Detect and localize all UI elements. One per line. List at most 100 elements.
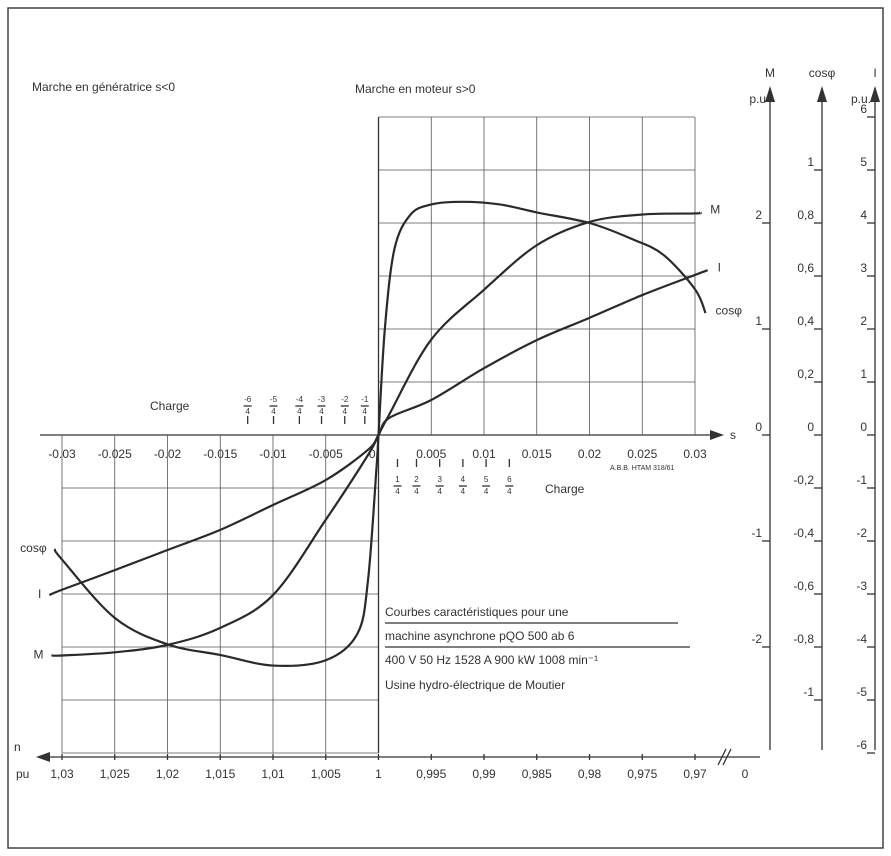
n-tick-label: 0,97 bbox=[683, 767, 707, 781]
charge-denominator: 4 bbox=[507, 487, 512, 496]
y-tick-label: -1 bbox=[751, 526, 762, 540]
y-tick-label: 6 bbox=[860, 102, 867, 116]
curve bbox=[53, 200, 707, 667]
y-tick-label: 1 bbox=[755, 314, 762, 328]
y-tick-label: 1 bbox=[807, 155, 814, 169]
n-axis-label: n bbox=[14, 740, 21, 754]
arrow bbox=[36, 752, 50, 762]
caption-line: 400 V 50 Hz 1528 A 900 kW 1008 min⁻¹ bbox=[385, 653, 598, 667]
y-tick-label: 0,8 bbox=[797, 208, 814, 222]
motor-note: Marche en moteur s>0 bbox=[355, 82, 476, 96]
charge-label: Charge bbox=[150, 399, 190, 413]
charge-numerator: 4 bbox=[461, 475, 466, 484]
x-tick-label: 0.005 bbox=[416, 447, 446, 461]
arrow bbox=[765, 86, 775, 102]
curve-label: M bbox=[33, 648, 43, 662]
curve-label: I bbox=[38, 587, 41, 601]
n-tick-label: 0,985 bbox=[522, 767, 552, 781]
charge-label: Charge bbox=[545, 482, 585, 496]
curve-label: M bbox=[710, 203, 720, 217]
caption-line: Courbes caractéristiques pour une bbox=[385, 605, 569, 619]
caption-line: machine asynchrone pQO 500 ab 6 bbox=[385, 629, 575, 643]
y-tick-label: -6 bbox=[856, 738, 867, 752]
charge-numerator: 2 bbox=[414, 475, 419, 484]
n-tick-label: 0,98 bbox=[578, 767, 602, 781]
y-tick-label: -0,4 bbox=[793, 526, 814, 540]
reference: A.B.B. HTAM 318/61 bbox=[610, 465, 675, 472]
charge-denominator: 4 bbox=[297, 407, 302, 416]
y-tick-label: 0 bbox=[807, 420, 814, 434]
n-tick-label: 1,015 bbox=[205, 767, 235, 781]
n-tick-label: 1,01 bbox=[261, 767, 285, 781]
y-tick-label: 0 bbox=[860, 420, 867, 434]
y-tick-label: 0,2 bbox=[797, 367, 814, 381]
generator-note: Marche en génératrice s<0 bbox=[32, 80, 175, 94]
curve-label: I bbox=[718, 260, 721, 274]
charge-numerator: 5 bbox=[484, 475, 489, 484]
charge-numerator: -1 bbox=[361, 395, 369, 404]
charge-denominator: 4 bbox=[461, 487, 466, 496]
y-axis-label: M bbox=[765, 66, 775, 80]
y-tick-label: -2 bbox=[856, 526, 867, 540]
y-tick-label: -0,6 bbox=[793, 579, 814, 593]
y-tick-label: 2 bbox=[860, 314, 867, 328]
x-tick-label: -0.03 bbox=[48, 447, 76, 461]
n-tick-label: 1 bbox=[375, 767, 382, 781]
charge-denominator: 4 bbox=[414, 487, 419, 496]
n-axis-unit: pu bbox=[16, 767, 29, 781]
n-tick-label: 0 bbox=[742, 767, 749, 781]
x-tick-label: 0.025 bbox=[627, 447, 657, 461]
charge-numerator: 6 bbox=[507, 475, 512, 484]
y-tick-label: -5 bbox=[856, 685, 867, 699]
charge-numerator: -3 bbox=[318, 395, 326, 404]
y-tick-label: -1 bbox=[856, 473, 867, 487]
x-tick-label: 0.01 bbox=[472, 447, 496, 461]
y-tick-label: -0,8 bbox=[793, 632, 814, 646]
axis-break bbox=[717, 748, 727, 766]
x-tick-label: 0.015 bbox=[522, 447, 552, 461]
x-tick-label: -0.025 bbox=[98, 447, 132, 461]
x-tick-label: -0.005 bbox=[309, 447, 343, 461]
charge-numerator: 3 bbox=[437, 475, 442, 484]
charge-numerator: 1 bbox=[395, 475, 400, 484]
y-tick-label: 1 bbox=[860, 367, 867, 381]
n-tick-label: 0,975 bbox=[627, 767, 657, 781]
y-tick-label: 2 bbox=[755, 208, 762, 222]
arrow bbox=[710, 430, 724, 440]
n-tick-label: 1,02 bbox=[156, 767, 180, 781]
axis-break bbox=[722, 748, 732, 766]
arrow bbox=[870, 86, 880, 102]
y-tick-label: 3 bbox=[860, 261, 867, 275]
n-tick-label: 1,005 bbox=[311, 767, 341, 781]
y-axis-unit: p.u bbox=[749, 92, 766, 106]
n-tick-label: 0,99 bbox=[472, 767, 496, 781]
y-tick-label: 0,4 bbox=[797, 314, 814, 328]
charge-denominator: 4 bbox=[271, 407, 276, 416]
curve-label: cosφ bbox=[20, 541, 47, 555]
charge-numerator: -2 bbox=[341, 395, 349, 404]
charge-denominator: 4 bbox=[343, 407, 348, 416]
x-tick-label: 0 bbox=[369, 447, 376, 461]
caption-line: Usine hydro-électrique de Moutier bbox=[385, 678, 565, 692]
y-axis-label: cosφ bbox=[809, 66, 836, 80]
charge-denominator: 4 bbox=[319, 407, 324, 416]
x-tick-label: 0.03 bbox=[683, 447, 707, 461]
y-tick-label: -2 bbox=[751, 632, 762, 646]
charge-denominator: 4 bbox=[245, 407, 250, 416]
x-tick-label: -0.02 bbox=[154, 447, 182, 461]
frame bbox=[7, 7, 884, 849]
y-tick-label: -1 bbox=[803, 685, 814, 699]
charge-numerator: -6 bbox=[244, 395, 252, 404]
n-tick-label: 0,995 bbox=[416, 767, 446, 781]
s-axis-label: s bbox=[730, 428, 736, 442]
charge-denominator: 4 bbox=[395, 487, 400, 496]
y-axis-unit: p.u. bbox=[851, 92, 871, 106]
y-tick-label: 5 bbox=[860, 155, 867, 169]
curve-label: cosφ bbox=[716, 303, 743, 317]
n-tick-label: 1,025 bbox=[100, 767, 130, 781]
y-tick-label: -4 bbox=[856, 632, 867, 646]
y-tick-label: -3 bbox=[856, 579, 867, 593]
x-tick-label: 0.02 bbox=[578, 447, 602, 461]
charge-denominator: 4 bbox=[437, 487, 442, 496]
